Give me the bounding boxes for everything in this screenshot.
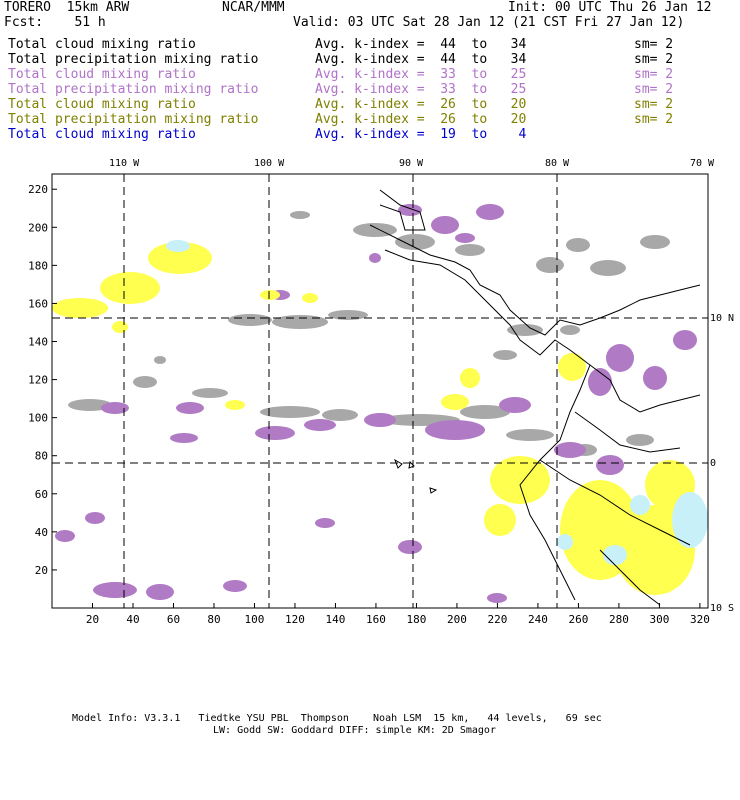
model-info: Model Info: V3.3.1 Tiedtke YSU PBL Thomp… [72, 713, 602, 724]
legend-smoothing: sm= 2 [634, 112, 674, 127]
legend-row: Total precipitation mixing ratio Avg. k-i… [8, 82, 738, 97]
y-tick-label: 60 [35, 488, 48, 501]
lon-label-110w: 110 W [109, 158, 140, 169]
y-tick-label: 120 [28, 374, 48, 387]
map-plot: 110 W 100 W 90 W 80 W 70 W 10 N 0 10 S [28, 158, 734, 626]
x-tick-label: 40 [126, 613, 139, 626]
cyan-precip-areas [166, 240, 708, 565]
x-tick-label: 20 [86, 613, 99, 626]
legend-row: Total cloud mixing ratio Avg. k-index = 4… [8, 37, 738, 52]
legend-row: Total cloud mixing ratio Avg. k-index = 2… [8, 97, 738, 112]
legend-field: Total cloud mixing ratio [8, 97, 196, 112]
valid-time: Valid: 03 UTC Sat 28 Jan 12 (21 CST Fri … [293, 15, 685, 30]
x-tick-label: 80 [207, 613, 220, 626]
legend-field: Total precipitation mixing ratio [8, 82, 259, 97]
lon-label-70w: 70 W [690, 158, 715, 169]
legend-row: Total precipitation mixing ratio Avg. k-i… [8, 52, 738, 67]
legend-smoothing: sm= 2 [634, 82, 674, 97]
y-tick-label: 180 [28, 259, 48, 272]
x-tick-label: 140 [326, 613, 346, 626]
y-tick-label: 200 [28, 221, 48, 234]
x-tick-label: 200 [447, 613, 467, 626]
x-tick-label: 240 [528, 613, 548, 626]
y-tick-label: 20 [35, 564, 48, 577]
forecast-hour: Fcst: 51 h [4, 15, 106, 30]
lat-label-10n: 10 N [710, 313, 734, 324]
x-axis-ticks: 20 40 60 80 100 120 140 160 180 200 220 240 260 280 30… [86, 603, 710, 626]
lat-label-10s: 10 S [710, 603, 734, 614]
y-axis-ticks: 20 40 60 80 100 120 140 160 180 200 220 [28, 183, 57, 577]
graticule [52, 174, 708, 608]
model-name: TORERO 15km ARW [4, 0, 130, 15]
x-tick-label: 100 [245, 613, 265, 626]
plot-frame [51, 173, 709, 609]
x-tick-label: 260 [568, 613, 588, 626]
legend-k-index: Avg. k-index = 26 to 20 [315, 112, 527, 127]
lon-label-80w: 80 W [545, 158, 570, 169]
y-tick-label: 160 [28, 297, 48, 310]
legend-row: Total precipitation mixing ratio Avg. k-i… [8, 112, 738, 127]
legend-k-index: Avg. k-index = 44 to 34 [315, 52, 527, 67]
legend-smoothing: sm= 2 [634, 52, 674, 67]
legend-field: Total cloud mixing ratio [8, 67, 196, 82]
x-tick-label: 120 [285, 613, 305, 626]
legend-smoothing: sm= 2 [634, 67, 674, 82]
coastlines [369, 189, 701, 606]
legend-smoothing: sm= 2 [634, 37, 674, 52]
x-tick-label: 60 [167, 613, 180, 626]
x-tick-label: 220 [487, 613, 507, 626]
legend-k-index: Avg. k-index = 19 to 4 [315, 127, 527, 142]
x-tick-label: 280 [609, 613, 629, 626]
legend-field: Total cloud mixing ratio [8, 127, 196, 142]
y-tick-label: 80 [35, 450, 48, 463]
legend-smoothing: sm= 2 [634, 97, 674, 112]
legend-k-index: Avg. k-index = 44 to 34 [315, 37, 527, 52]
x-tick-label: 160 [366, 613, 386, 626]
legend-field: Total cloud mixing ratio [8, 37, 196, 52]
legend-field: Total precipitation mixing ratio [8, 52, 259, 67]
y-tick-label: 140 [28, 336, 48, 349]
x-tick-label: 180 [407, 613, 427, 626]
legend-row: Total cloud mixing ratio Avg. k-index = 3… [8, 67, 738, 82]
legend-field: Total precipitation mixing ratio [8, 112, 259, 127]
legend-k-index: Avg. k-index = 33 to 25 [315, 82, 527, 97]
legend-k-index: Avg. k-index = 26 to 20 [315, 97, 527, 112]
lon-label-90w: 90 W [399, 158, 424, 169]
y-tick-label: 220 [28, 183, 48, 196]
lon-label-100w: 100 W [254, 158, 285, 169]
physics-info: LW: Godd SW: Goddard DIFF: simple KM: 2D… [213, 725, 496, 736]
lat-label-0: 0 [710, 458, 716, 469]
legend-k-index: Avg. k-index = 33 to 25 [315, 67, 527, 82]
institution: NCAR/MMM [222, 0, 285, 15]
y-tick-label: 100 [28, 412, 48, 425]
yellow-precip-areas [52, 242, 695, 595]
legend-row: Total cloud mixing ratio Avg. k-index = 1… [8, 127, 738, 142]
x-tick-label: 320 [690, 613, 710, 626]
purple-cloud-areas [55, 204, 697, 603]
x-tick-label: 300 [649, 613, 669, 626]
init-time: Init: 00 UTC Thu 26 Jan 12 [508, 0, 712, 15]
y-tick-label: 40 [35, 526, 48, 539]
